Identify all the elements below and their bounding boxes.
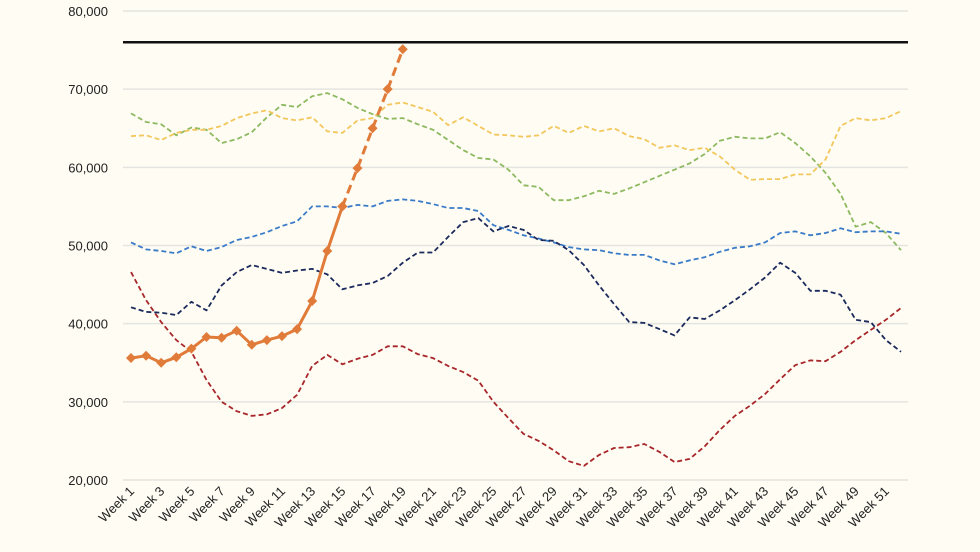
data-point-orange-actual: [292, 324, 303, 335]
y-tick-label: 30,000: [68, 395, 108, 410]
data-point-orange-projection: [397, 44, 408, 55]
series-line-navy: [130, 217, 902, 353]
data-point-orange-actual: [276, 331, 287, 342]
series-line-yellow: [130, 101, 902, 181]
data-point-orange-actual: [322, 245, 333, 256]
data-point-orange-projection: [367, 123, 378, 134]
data-point-orange-actual: [307, 295, 318, 306]
data-point-orange-actual: [171, 352, 182, 363]
series-line-red: [130, 271, 902, 467]
y-tick-label: 40,000: [68, 317, 108, 332]
y-tick-label: 70,000: [68, 82, 108, 97]
data-point-orange-actual: [246, 339, 257, 350]
data-point-orange-actual: [201, 331, 212, 342]
data-point-orange-actual: [216, 332, 227, 343]
y-tick-label: 80,000: [68, 4, 108, 19]
series-line-green: [130, 92, 902, 251]
y-tick-label: 20,000: [68, 473, 108, 488]
data-point-orange-actual: [141, 350, 152, 361]
data-point-orange-actual: [126, 353, 136, 364]
y-tick-label: 60,000: [68, 160, 108, 175]
data-point-orange-projection: [352, 163, 363, 174]
data-point-orange-projection: [337, 201, 348, 212]
series-line-blue: [130, 198, 902, 266]
series-line-orange-actual: [130, 205, 344, 365]
data-point-orange-actual: [231, 325, 242, 336]
data-point-orange-projection: [382, 84, 393, 95]
data-point-orange-actual: [186, 343, 197, 354]
data-point-orange-actual: [156, 357, 167, 368]
data-point-orange-actual: [261, 335, 272, 346]
y-tick-label: 50,000: [68, 239, 108, 254]
